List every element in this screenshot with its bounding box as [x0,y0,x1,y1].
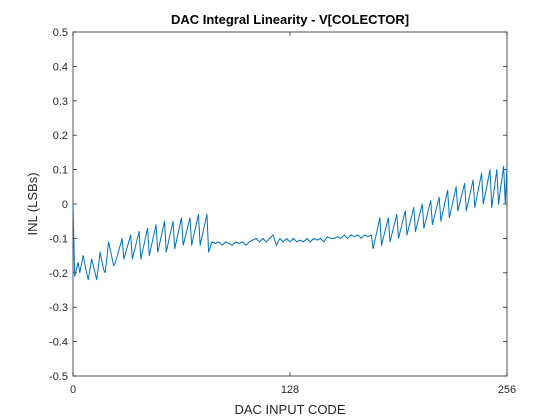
y-tick-label: -0.2 [49,268,68,280]
chart-title: DAC Integral Linearity - V[COLECTOR] [171,12,409,27]
y-tick-label: -0.3 [49,302,68,314]
y-tick-label: 0.2 [53,130,68,142]
x-tick-label: 0 [70,384,76,396]
y-axis: -0.5 -0.4 -0.3 -0.2 -0.1 0 0.1 0.2 0.3 0.4 0.5 [49,27,507,383]
y-tick-label: 0.3 [53,96,68,108]
y-tick-label: 0.5 [53,27,68,39]
plot-area [72,31,508,377]
y-tick-label: 0 [62,199,68,211]
inl-series-line [72,165,508,281]
x-tick-label: 128 [281,384,299,396]
y-tick-label: -0.1 [49,233,68,245]
x-tick-label: 256 [498,384,516,396]
x-axis-title: DAC INPUT CODE [235,402,346,417]
y-tick-label: 0.4 [53,61,68,73]
x-axis: 0 128 256 [70,32,516,396]
y-tick-label: -0.4 [49,337,68,349]
y-axis-title: INL (LSBs) [25,172,40,235]
y-tick-label: 0.1 [53,165,68,177]
y-tick-label: -0.5 [49,371,68,383]
